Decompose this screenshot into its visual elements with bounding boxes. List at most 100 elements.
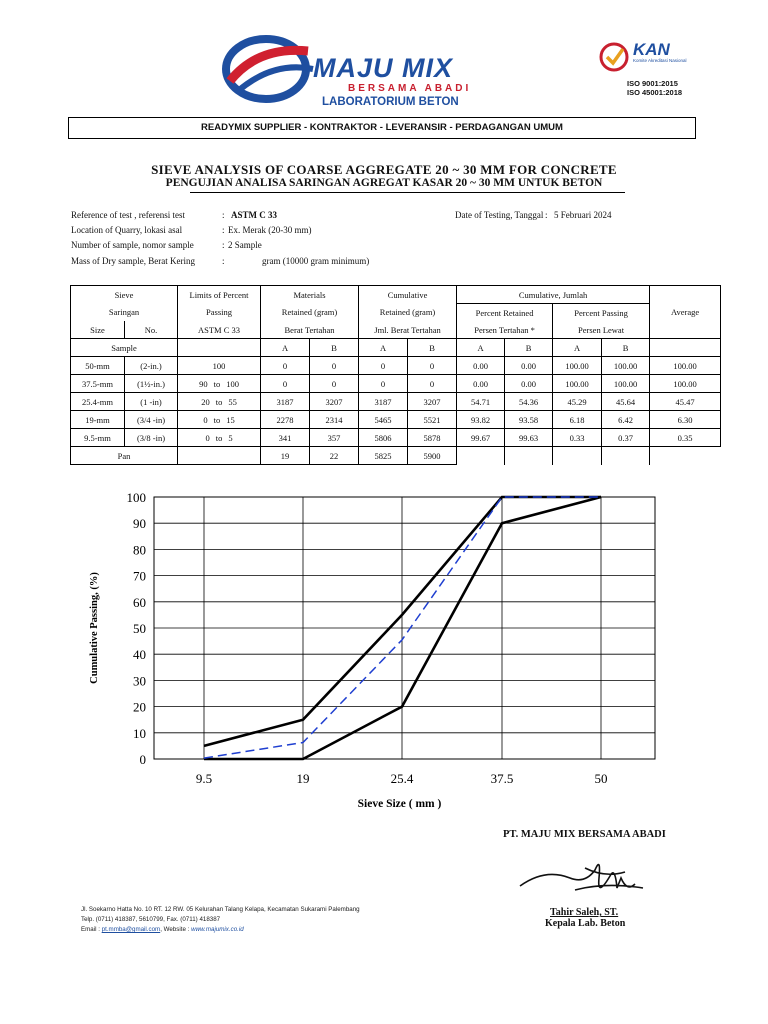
- signature: [519, 863, 644, 891]
- x-tick-label: 9.5: [196, 771, 212, 786]
- row-pct-retained-b: 0.00: [504, 374, 554, 393]
- limit-max: 5: [228, 432, 233, 443]
- pan-blank: [456, 446, 506, 465]
- x-tick-label: 50: [595, 771, 608, 786]
- pan-blank: [177, 446, 262, 465]
- row-material-b: 0: [309, 356, 360, 375]
- row-material-b: 3207: [309, 392, 360, 411]
- hdr-a: A: [358, 338, 409, 357]
- report-subtitle: PENGUJIAN ANALISA SARINGAN AGREGAT KASAR…: [165, 177, 603, 189]
- table-row: 19-mm (3/4 -in) 0 to 15 2278 2314 5465 5521 93.82…: [70, 410, 722, 429]
- ref-label: Reference of test , referensi test: [71, 210, 185, 220]
- row-material-a: 2278: [260, 410, 311, 429]
- hdr-persen-tertahan: Persen Tertahan *: [456, 321, 554, 339]
- series-line-1: [204, 495, 602, 761]
- row-limit: 0 to 5: [177, 428, 262, 447]
- quarry-label: Location of Quarry, lokasi asal: [71, 225, 183, 235]
- hdr-b: B: [309, 338, 360, 357]
- mass-colon: :: [222, 256, 225, 266]
- mass-label: Mass of Dry sample, Berat Kering: [71, 256, 195, 266]
- row-material-a: 0: [260, 356, 311, 375]
- pan-ma: 19: [260, 446, 311, 465]
- row-pct-retained-a: 0.00: [456, 374, 506, 393]
- row-pct-retained-a: 99.67: [456, 428, 506, 447]
- sample-colon: :: [222, 240, 225, 250]
- y-tick-label: 60: [133, 595, 146, 610]
- website-link[interactable]: www.majumix.co.id: [191, 926, 244, 933]
- limit-min: 20: [201, 396, 210, 407]
- title-underline: [190, 192, 625, 193]
- row-pct-retained-b: 0.00: [504, 356, 554, 375]
- iso-9001-text: ISO 9001:2015: [627, 79, 678, 88]
- row-cumulative-a: 0: [358, 356, 409, 375]
- logo-sub-text: BERSAMA ABADI: [348, 83, 472, 94]
- row-pct-passing-b: 100.00: [601, 374, 651, 393]
- hdr-average: Average: [649, 285, 722, 339]
- row-cumulative-a: 5806: [358, 428, 409, 447]
- row-size: 37.5-mm: [70, 374, 125, 393]
- date-colon: :: [545, 210, 548, 220]
- row-cumulative-b: 3207: [407, 392, 458, 411]
- hdr-limits: Limits of Percent: [177, 285, 262, 304]
- row-pct-retained-b: 99.63: [504, 428, 554, 447]
- row-material-a: 341: [260, 428, 311, 447]
- email-link[interactable]: pt.mmba@gmail.com: [101, 926, 161, 933]
- certification-logos: KAN Komite Akreditasi Nasional: [595, 38, 715, 98]
- sample-label: Number of sample, nomor sample: [71, 240, 194, 250]
- signer-title: Kepala Lab. Beton: [545, 918, 626, 929]
- date-label: Date of Testing, Tanggal: [455, 210, 544, 220]
- row-size: 25.4-mm: [70, 392, 125, 411]
- sieve-analysis-table: Sieve Limits of Percent Materials Cumula…: [69, 285, 722, 465]
- row-no: (1½-in.): [123, 374, 179, 393]
- row-no: (2-in.): [123, 356, 179, 375]
- gradation-chart: 0 10 20 30 40 50 60 70 80 90 100 9.5 19 25.4 37.5 50 Sie…: [89, 490, 656, 810]
- row-size: 9.5-mm: [70, 428, 125, 447]
- logo-swoosh-icon: [222, 35, 314, 103]
- row-pct-retained-b: 93.58: [504, 410, 554, 429]
- row-cumulative-b: 5521: [407, 410, 458, 429]
- pan-ca: 5825: [358, 446, 409, 465]
- kan-subtitle: Komite Akreditasi Nasional: [633, 58, 687, 63]
- ref-value: ASTM C 33: [231, 210, 278, 220]
- pan-blank: [649, 446, 721, 465]
- y-tick-label: 20: [133, 700, 146, 715]
- series-line-2: [203, 496, 601, 759]
- y-tick-label: 50: [133, 621, 146, 636]
- limit-max: 55: [228, 396, 237, 407]
- logo-main-text: MAJU MIX: [313, 53, 454, 83]
- lab-title: LABORATORIUM BETON: [322, 96, 459, 108]
- pan-blank: [552, 446, 603, 465]
- hdr-sieve: Sieve: [69, 285, 179, 304]
- row-average: 0.35: [649, 428, 722, 447]
- hdr-a: A: [260, 338, 311, 357]
- hdr-cum-jumlah: Cumulative, Jumlah: [456, 285, 651, 304]
- row-material-b: 357: [309, 428, 360, 447]
- hdr-berat: Berat Tertahan: [260, 321, 360, 339]
- row-pct-passing-b: 100.00: [601, 356, 651, 375]
- row-pct-passing-a: 45.29: [552, 392, 603, 411]
- y-tick-label: 80: [133, 542, 146, 557]
- pan-cb: 5900: [407, 446, 458, 465]
- quarry-value: Ex. Merak (20-30 mm): [228, 225, 312, 235]
- hdr-jml: Jml. Berat Tertahan: [358, 321, 458, 339]
- row-size: 19-mm: [70, 410, 125, 429]
- hdr-b: B: [504, 338, 554, 357]
- row-limit: 100: [177, 356, 262, 375]
- hdr-blank: [649, 338, 722, 357]
- y-axis-label: Cumulative Passing, (%): [89, 572, 100, 684]
- row-pct-retained-a: 0.00: [456, 356, 506, 375]
- limit-min: 0: [203, 414, 208, 425]
- row-limit: 0 to 15: [177, 410, 262, 429]
- row-limit: 20 to 55: [177, 392, 262, 411]
- kan-logo: KAN: [633, 40, 670, 59]
- hdr-sample: Sample: [69, 338, 179, 357]
- hdr-persen-lewat: Persen Lewat: [552, 321, 651, 339]
- phone-line: Telp. (0711) 418387, 5610799, Fax. (0711…: [81, 916, 221, 923]
- y-tick-label: 30: [133, 673, 146, 688]
- hdr-retained: Retained (gram): [260, 303, 360, 321]
- row-no: (1 -in): [123, 392, 179, 411]
- pan-label: Pan: [69, 446, 179, 465]
- row-cumulative-b: 5878: [407, 428, 458, 447]
- row-pct-passing-b: 6.42: [601, 410, 651, 429]
- row-no: (3/4 -in): [123, 410, 179, 429]
